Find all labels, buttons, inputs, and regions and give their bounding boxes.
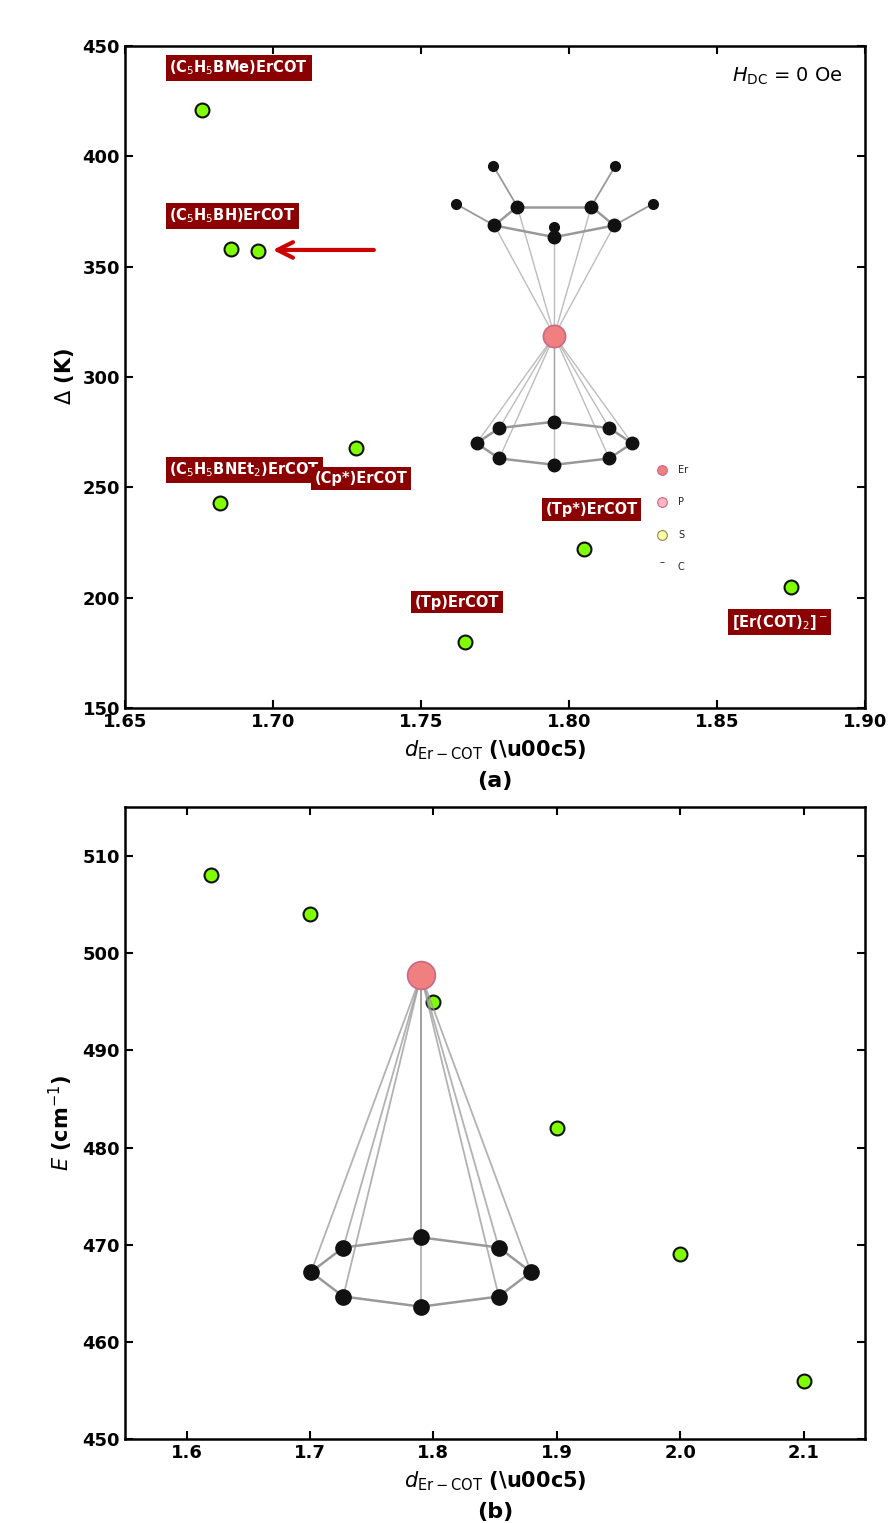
Text: (C$_5$H$_5$BNEt$_2$)ErCOT: (C$_5$H$_5$BNEt$_2$)ErCOT	[169, 460, 319, 480]
Text: (Tp)ErCOT: (Tp)ErCOT	[415, 594, 500, 609]
Text: (Cp*)ErCOT: (Cp*)ErCOT	[314, 471, 408, 486]
X-axis label: $d_{\mathrm{Er-COT}}$ (\u00c5): $d_{\mathrm{Er-COT}}$ (\u00c5)	[404, 1470, 586, 1493]
Text: (b): (b)	[477, 1502, 513, 1521]
Text: (Tp*)ErCOT: (Tp*)ErCOT	[545, 503, 638, 516]
Text: (C$_5$H$_5$BH)ErCOT: (C$_5$H$_5$BH)ErCOT	[169, 207, 295, 225]
Text: (a): (a)	[477, 771, 513, 790]
X-axis label: $d_{\mathrm{Er-COT}}$ (\u00c5): $d_{\mathrm{Er-COT}}$ (\u00c5)	[404, 739, 586, 762]
Text: [Er(COT)$_2$]$^-$: [Er(COT)$_2$]$^-$	[732, 612, 828, 632]
Y-axis label: $E$ (cm$^{-1}$): $E$ (cm$^{-1}$)	[47, 1075, 76, 1171]
Text: $\mathit{H}_{\mathrm{DC}}$ = 0 Oe: $\mathit{H}_{\mathrm{DC}}$ = 0 Oe	[732, 65, 843, 87]
Y-axis label: $\Delta$ (K): $\Delta$ (K)	[53, 349, 76, 405]
Text: (C$_5$H$_5$BMe)ErCOT: (C$_5$H$_5$BMe)ErCOT	[169, 58, 308, 78]
